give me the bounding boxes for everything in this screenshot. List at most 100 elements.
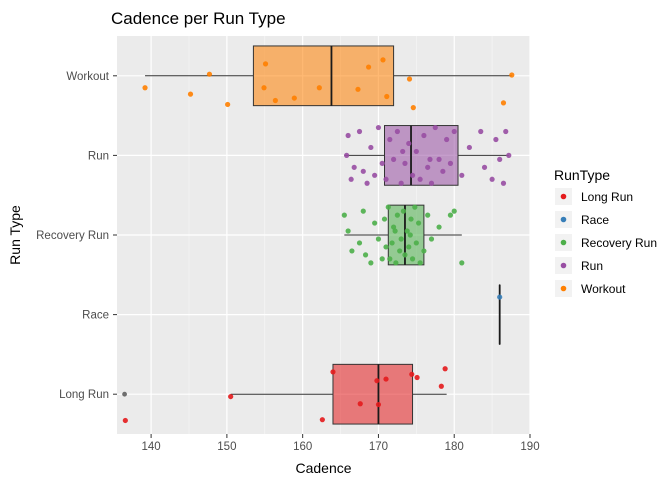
data-point — [349, 177, 354, 182]
legend-swatch — [561, 217, 567, 223]
data-point — [376, 402, 381, 407]
box-iqr — [253, 46, 393, 106]
data-point — [263, 61, 268, 66]
data-point — [320, 417, 325, 422]
data-point — [393, 228, 398, 233]
x-tick-label: 190 — [520, 441, 539, 453]
data-point — [408, 232, 413, 237]
data-point — [490, 177, 495, 182]
data-point — [123, 418, 128, 423]
data-point — [408, 216, 413, 221]
legend-label: Race — [581, 213, 609, 227]
data-point — [363, 252, 368, 257]
data-point — [317, 85, 322, 90]
data-point — [397, 248, 402, 253]
data-point — [448, 161, 453, 166]
data-point — [361, 209, 366, 214]
data-point — [225, 102, 230, 107]
data-point — [467, 145, 472, 150]
data-point — [443, 366, 448, 371]
data-point — [188, 92, 193, 97]
data-point — [497, 157, 502, 162]
legend: RunType Long Run Race Recovery Run Run Worko… — [554, 167, 657, 297]
data-point — [383, 244, 388, 249]
legend-label: Run — [581, 259, 603, 273]
data-point — [425, 165, 430, 170]
data-point — [406, 141, 411, 146]
data-point — [372, 220, 377, 225]
data-point — [425, 213, 430, 218]
data-point — [374, 378, 379, 383]
data-point — [411, 105, 416, 110]
data-point — [401, 209, 406, 214]
data-point — [402, 161, 407, 166]
data-point — [429, 181, 434, 186]
x-axis-title: Cadence — [295, 460, 351, 476]
data-point — [142, 85, 147, 90]
data-point — [364, 181, 369, 186]
data-point — [506, 153, 511, 158]
data-point — [393, 260, 398, 265]
data-point — [386, 205, 391, 210]
data-point — [357, 240, 362, 245]
data-point — [497, 294, 502, 299]
data-point — [440, 169, 445, 174]
data-point — [414, 240, 419, 245]
data-point — [366, 64, 371, 69]
data-point — [418, 260, 423, 265]
data-point — [380, 256, 385, 261]
chart-title: Cadence per Run Type — [111, 9, 286, 28]
data-point — [412, 205, 417, 210]
data-point — [355, 87, 360, 92]
x-tick-label: 140 — [142, 441, 161, 453]
data-point — [421, 248, 426, 253]
data-point — [380, 161, 385, 166]
y-tick-label: Recovery Run — [36, 230, 109, 242]
data-point — [459, 260, 464, 265]
y-tick-label: Run — [88, 150, 109, 162]
data-point — [383, 177, 388, 182]
data-point — [448, 213, 453, 218]
data-point — [368, 260, 373, 265]
x-tick-label: 150 — [217, 441, 236, 453]
data-point — [427, 157, 432, 162]
data-point — [501, 100, 506, 105]
data-point — [509, 72, 514, 77]
data-point — [409, 372, 414, 377]
data-point — [493, 137, 498, 142]
data-point — [346, 228, 351, 233]
y-axis-title: Run Type — [7, 205, 23, 265]
legend-label: Workout — [581, 282, 626, 296]
legend-label: Recovery Run — [581, 236, 657, 250]
data-point — [452, 129, 457, 134]
legend-swatch — [561, 263, 567, 269]
data-point — [429, 236, 434, 241]
data-point — [361, 169, 366, 174]
data-point — [346, 133, 351, 138]
data-point — [387, 256, 392, 261]
x-tick-label: 170 — [369, 441, 388, 453]
data-point — [372, 173, 377, 178]
data-point — [410, 173, 415, 178]
data-point — [416, 220, 421, 225]
legend-title: RunType — [554, 167, 610, 183]
data-point — [433, 125, 438, 130]
box-iqr — [333, 364, 413, 424]
legend-label: Long Run — [581, 190, 633, 204]
data-point — [406, 244, 411, 249]
data-point — [452, 209, 457, 214]
data-point — [330, 369, 335, 374]
data-point — [421, 133, 426, 138]
data-point — [389, 240, 394, 245]
y-tick-label: Workout — [66, 71, 109, 83]
data-point — [459, 173, 464, 178]
legend-swatch — [561, 240, 567, 246]
data-point — [414, 375, 419, 380]
legend-swatch — [561, 194, 567, 200]
legend-swatch — [561, 286, 567, 292]
x-tick-label: 180 — [445, 441, 464, 453]
y-tick-label: Race — [82, 310, 109, 322]
data-point — [384, 94, 389, 99]
